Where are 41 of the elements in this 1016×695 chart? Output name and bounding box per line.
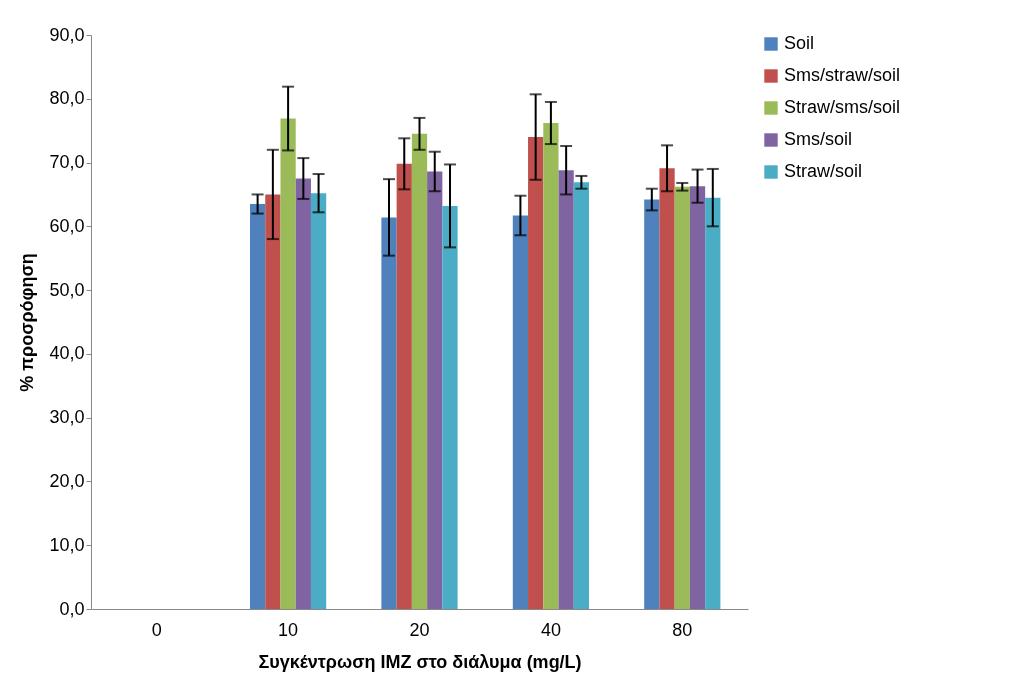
y-tick-label: 60,0	[49, 215, 85, 236]
legend-label: Sms/soil	[784, 129, 853, 149]
bar	[310, 193, 327, 609]
legend-label: Straw/soil	[784, 161, 863, 181]
x-axis-title: Συγκέντρωση IMZ στο διάλυμα (mg/L)	[258, 651, 582, 672]
bar	[528, 137, 544, 609]
bar	[396, 163, 412, 609]
bar	[644, 199, 660, 609]
bar	[573, 182, 590, 609]
bar	[442, 205, 458, 609]
x-tick-label: 20	[409, 619, 430, 640]
y-tick-label: 20,0	[49, 470, 85, 491]
y-tick-label: 90,0	[49, 24, 85, 45]
bar	[427, 171, 443, 609]
y-tick-label: 80,0	[49, 88, 85, 109]
y-tick-label: 50,0	[49, 279, 85, 300]
legend-label: Sms/straw/soil	[784, 65, 901, 85]
legend-label: Soil	[784, 33, 815, 53]
bar	[512, 215, 529, 609]
y-axis-title: % προσρόφηση	[17, 253, 38, 392]
x-tick-label: 0	[151, 619, 162, 640]
x-tick-label: 80	[672, 619, 693, 640]
y-tick-label: 30,0	[49, 407, 85, 428]
bar	[558, 170, 574, 609]
y-tick-label: 0,0	[59, 598, 85, 619]
x-tick-label: 10	[278, 619, 299, 640]
bar	[659, 168, 675, 609]
bar	[295, 178, 311, 609]
bar	[265, 194, 281, 609]
legend-label: Straw/sms/soil	[784, 97, 901, 117]
bar	[543, 123, 559, 609]
bar	[689, 186, 706, 609]
x-tick-label: 40	[540, 619, 561, 640]
y-tick-label: 40,0	[49, 343, 85, 364]
bar	[280, 118, 296, 609]
y-tick-label: 70,0	[49, 152, 85, 173]
y-tick-label: 10,0	[49, 534, 85, 555]
bar	[705, 197, 721, 609]
bar	[411, 133, 428, 609]
bar	[381, 217, 397, 609]
bar	[249, 204, 266, 609]
